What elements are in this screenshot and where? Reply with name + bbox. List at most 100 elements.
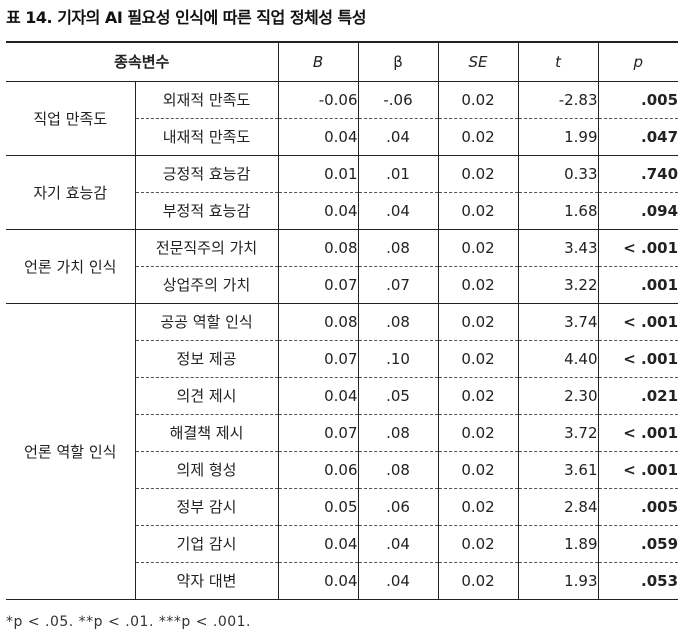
table-row: 해결책 제시 0.07.08 0.02 3.72 < .001: [6, 414, 679, 452]
table-row: 정보 제공 0.07.10 0.02 4.40 < .001: [6, 340, 679, 378]
p-value: .059: [598, 525, 679, 563]
t-value: 2.84: [518, 488, 599, 526]
b-value: 0.04: [278, 192, 359, 230]
b-value: 0.04: [278, 118, 359, 156]
variable-name: 정보 제공: [135, 340, 279, 378]
p-value: < .001: [598, 451, 679, 489]
group-label: 직업 만족도: [6, 81, 136, 156]
table-body: 직업 만족도 외재적 만족도 -0.06 -.06 0.02 -2.83.005 내재적 만…: [6, 81, 679, 600]
t-value: 2.30: [518, 377, 599, 415]
table-row: 의제 형성 0.06.08 0.02 3.61 < .001: [6, 451, 679, 489]
variable-name: 해결책 제시: [135, 414, 279, 452]
b-value: 0.04: [278, 525, 359, 563]
t-value: -2.83: [518, 81, 599, 119]
b-value: 0.07: [278, 340, 359, 378]
beta-value: .06: [358, 488, 439, 526]
p-value: < .001: [598, 229, 679, 267]
beta-value: .01: [358, 155, 439, 193]
variable-name: 정부 감시: [135, 488, 279, 526]
p-value: .021: [598, 377, 679, 415]
se-value: 0.02: [438, 414, 519, 452]
footnote: *p < .05. **p < .01. ***p < .001.: [6, 614, 252, 630]
se-value: 0.02: [438, 192, 519, 230]
beta-value: .10: [358, 340, 439, 378]
variable-name: 부정적 효능감: [135, 192, 279, 230]
table-row: 자기 효능감 긍정적 효능감 0.01.01 0.02 0.33.740: [6, 155, 679, 230]
header-se: SE: [437, 41, 519, 82]
table-row: 의견 제시 0.04.05 0.02 2.30.021: [6, 377, 679, 415]
group-label: 자기 효능감: [6, 155, 136, 230]
b-value: 0.07: [278, 266, 359, 304]
table-row: 상업주의 가치 0.07.07 0.02 3.22.001: [6, 266, 679, 304]
variable-name: 내재적 만족도: [135, 118, 279, 156]
header-p: p: [597, 41, 679, 82]
header-dependent-variable: 종속변수: [6, 41, 279, 82]
t-value: 3.61: [518, 451, 599, 489]
p-value: .005: [598, 488, 679, 526]
se-value: 0.02: [438, 377, 519, 415]
p-value: .740: [598, 155, 679, 193]
t-value: 3.22: [518, 266, 599, 304]
table-row: 내재적 만족도 0.04.04 0.02 1.99.047: [6, 118, 679, 156]
se-value: 0.02: [438, 118, 519, 156]
regression-table: 종속변수 B β SE t p 직업 만족도 외재적 만족도 -0.06 -.06 0.…: [6, 41, 679, 600]
t-value: 1.93: [518, 562, 599, 600]
beta-value: .08: [358, 229, 439, 267]
beta-value: .08: [358, 451, 439, 489]
variable-name: 기업 감시: [135, 525, 279, 563]
table-row: 약자 대변 0.04.04 0.02 1.93.053: [6, 562, 679, 600]
p-value: < .001: [598, 414, 679, 452]
beta-value: .04: [358, 192, 439, 230]
beta-value: .04: [358, 562, 439, 600]
b-value: -0.06: [278, 81, 359, 119]
se-value: 0.02: [438, 266, 519, 304]
beta-value: .08: [358, 303, 439, 341]
header-t: t: [517, 41, 599, 82]
t-value: 3.72: [518, 414, 599, 452]
se-value: 0.02: [438, 81, 519, 119]
p-value: < .001: [598, 340, 679, 378]
variable-name: 의견 제시: [135, 377, 279, 415]
t-value: 1.99: [518, 118, 599, 156]
b-value: 0.04: [278, 377, 359, 415]
beta-value: .04: [358, 118, 439, 156]
t-value: 3.43: [518, 229, 599, 267]
variable-name: 약자 대변: [135, 562, 279, 600]
se-value: 0.02: [438, 303, 519, 341]
se-value: 0.02: [438, 525, 519, 563]
se-value: 0.02: [438, 488, 519, 526]
group-label: 언론 역할 인식: [6, 303, 136, 600]
b-value: 0.05: [278, 488, 359, 526]
header-beta: β: [357, 41, 439, 82]
se-value: 0.02: [438, 340, 519, 378]
b-value: 0.08: [278, 229, 359, 267]
table-row: 부정적 효능감 0.04.04 0.02 1.68.094: [6, 192, 679, 230]
t-value: 3.74: [518, 303, 599, 341]
t-value: 1.68: [518, 192, 599, 230]
b-value: 0.08: [278, 303, 359, 341]
variable-name: 상업주의 가치: [135, 266, 279, 304]
b-value: 0.06: [278, 451, 359, 489]
t-value: 4.40: [518, 340, 599, 378]
variable-name: 의제 형성: [135, 451, 279, 489]
beta-value: .04: [358, 525, 439, 563]
p-value: .094: [598, 192, 679, 230]
p-value: .005: [598, 81, 679, 119]
p-value: < .001: [598, 303, 679, 341]
b-value: 0.04: [278, 562, 359, 600]
se-value: 0.02: [438, 229, 519, 267]
p-value: .001: [598, 266, 679, 304]
header-row: 종속변수 B β SE t p: [6, 41, 679, 82]
beta-value: -.06: [358, 81, 439, 119]
se-value: 0.02: [438, 451, 519, 489]
t-value: 1.89: [518, 525, 599, 563]
table-row: 직업 만족도 외재적 만족도 -0.06 -.06 0.02 -2.83.005: [6, 81, 679, 156]
variable-name: 전문직주의 가치: [135, 229, 279, 267]
group-label: 언론 가치 인식: [6, 229, 136, 304]
variable-name: 외재적 만족도: [135, 81, 279, 119]
variable-name: 공공 역할 인식: [135, 303, 279, 341]
beta-value: .07: [358, 266, 439, 304]
b-value: 0.01: [278, 155, 359, 193]
table-row: 기업 감시 0.04.04 0.02 1.89.059: [6, 525, 679, 563]
t-value: 0.33: [518, 155, 599, 193]
